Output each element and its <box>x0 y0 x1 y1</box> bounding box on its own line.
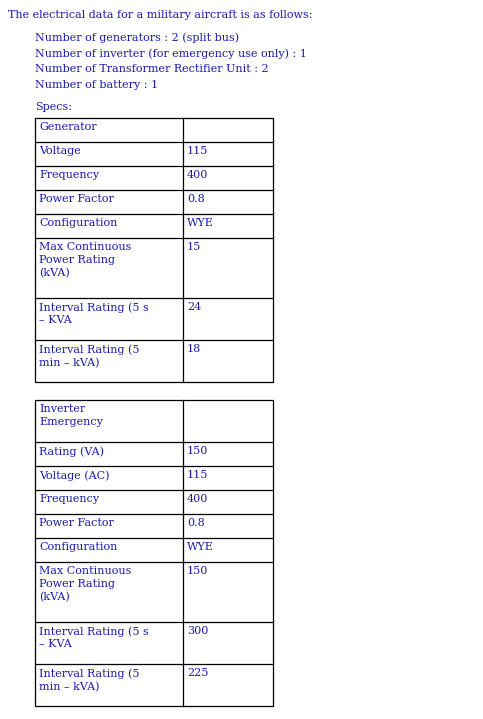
Text: Rating (VA): Rating (VA) <box>39 446 104 457</box>
Text: Frequency: Frequency <box>39 494 99 504</box>
Text: WYE: WYE <box>187 218 214 228</box>
Text: Configuration: Configuration <box>39 218 117 228</box>
Text: 0.8: 0.8 <box>187 194 205 204</box>
Bar <box>35 400 273 706</box>
Text: Number of Transformer Rectifier Unit : 2: Number of Transformer Rectifier Unit : 2 <box>35 64 269 74</box>
Text: Interval Rating (5
min – kVA): Interval Rating (5 min – kVA) <box>39 344 140 368</box>
Text: 225: 225 <box>187 668 208 678</box>
Text: Power Factor: Power Factor <box>39 194 114 204</box>
Text: Configuration: Configuration <box>39 542 117 552</box>
Text: 115: 115 <box>187 146 208 156</box>
Text: Interval Rating (5 s
– KVA: Interval Rating (5 s – KVA <box>39 302 149 326</box>
Text: Max Continuous
Power Rating
(kVA): Max Continuous Power Rating (kVA) <box>39 566 131 602</box>
Text: 15: 15 <box>187 242 201 252</box>
Text: Frequency: Frequency <box>39 170 99 180</box>
Text: Number of inverter (for emergency use only) : 1: Number of inverter (for emergency use on… <box>35 48 307 58</box>
Text: Number of battery : 1: Number of battery : 1 <box>35 80 158 90</box>
Text: 300: 300 <box>187 626 208 636</box>
Text: 400: 400 <box>187 494 208 504</box>
Text: Specs:: Specs: <box>35 102 72 112</box>
Text: Voltage (AC): Voltage (AC) <box>39 470 110 480</box>
Text: WYE: WYE <box>187 542 214 552</box>
Text: Power Factor: Power Factor <box>39 518 114 528</box>
Text: 115: 115 <box>187 470 208 480</box>
Text: Number of generators : 2 (split bus): Number of generators : 2 (split bus) <box>35 32 239 42</box>
Text: 150: 150 <box>187 566 208 576</box>
Text: Inverter
Emergency: Inverter Emergency <box>39 404 103 427</box>
Text: The electrical data for a military aircraft is as follows:: The electrical data for a military aircr… <box>8 10 313 20</box>
Text: 18: 18 <box>187 344 201 354</box>
Bar <box>35 118 273 382</box>
Text: 0.8: 0.8 <box>187 518 205 528</box>
Text: 400: 400 <box>187 170 208 180</box>
Text: Generator: Generator <box>39 122 97 132</box>
Text: Max Continuous
Power Rating
(kVA): Max Continuous Power Rating (kVA) <box>39 242 131 278</box>
Text: Interval Rating (5
min – kVA): Interval Rating (5 min – kVA) <box>39 668 140 692</box>
Text: 24: 24 <box>187 302 201 312</box>
Text: Voltage: Voltage <box>39 146 81 156</box>
Text: Interval Rating (5 s
– KVA: Interval Rating (5 s – KVA <box>39 626 149 649</box>
Text: 150: 150 <box>187 446 208 456</box>
